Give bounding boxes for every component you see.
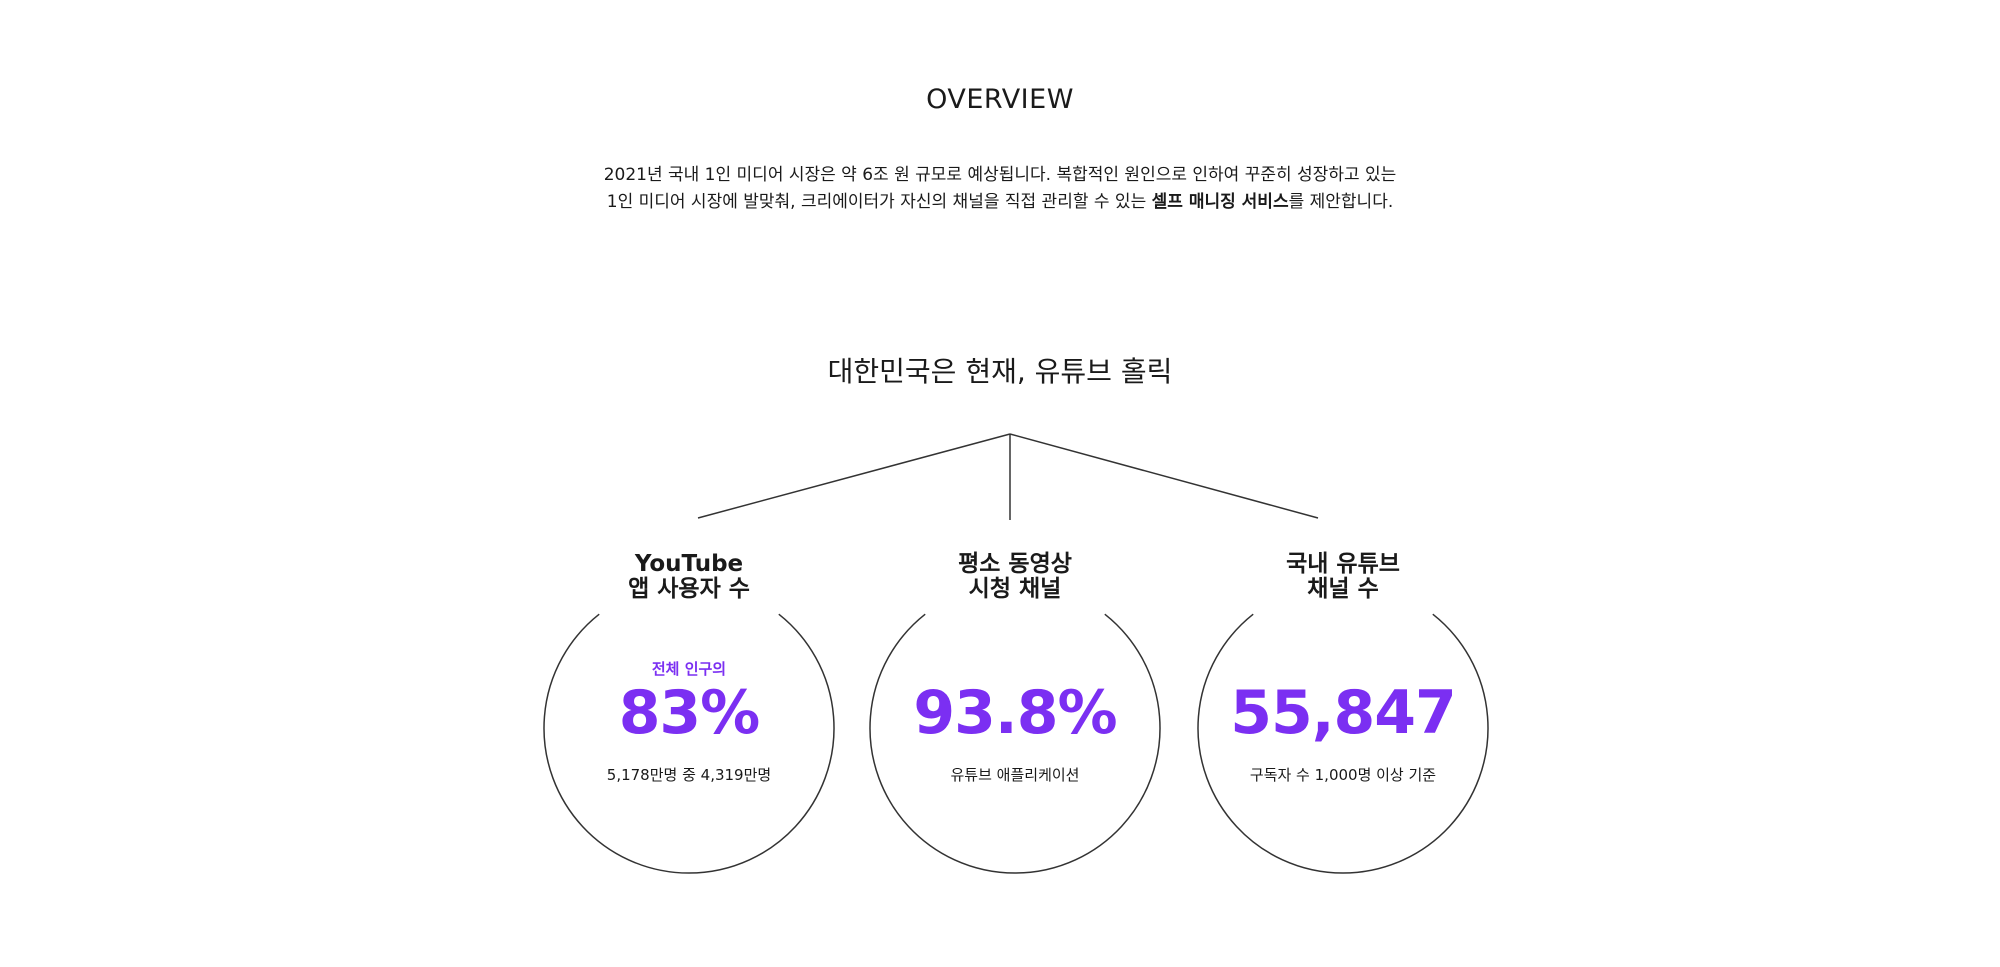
stat-ring [869,613,1161,874]
stat-label-line-1: 국내 유튜브 [1286,551,1400,577]
stat-label-line-2: 채널 수 [1307,576,1379,602]
stat-video-channel: 평소 동영상 시청 채널 93.8% 유튜브 애플리케이션 [865,520,1165,880]
stat-label: YouTube 앱 사용자 수 [539,552,839,602]
stat-label-line-1: 평소 동영상 [958,551,1072,577]
stat-caption: 유튜브 애플리케이션 [950,766,1080,784]
connector-right [1009,433,1319,519]
stat-youtube-users: YouTube 앱 사용자 수 전체 인구의 83% 5,178만명 중 4,3… [539,520,839,880]
overview-title: OVERVIEW [926,84,1074,115]
intro-line-2-end: 를 제안합니다. [1288,192,1394,212]
stat-value: 93.8% [913,678,1117,748]
stat-caption: 구독자 수 1,000명 이상 기준 [1249,766,1437,784]
connector-left [697,433,1011,519]
stat-ring [543,613,835,874]
stat-value: 55,847 [1230,678,1457,748]
stat-label: 평소 동영상 시청 채널 [865,552,1165,602]
intro-highlight: 셀프 매니징 서비스 [1151,192,1289,212]
headline: 대한민국은 현재, 유튜브 홀릭 [827,355,1173,388]
stat-label-line-2: 앱 사용자 수 [628,576,750,602]
overview-intro: 2021년 국내 1인 미디어 시장은 약 6조 원 규모로 예상됩니다. 복합… [400,162,1600,216]
stat-channel-count: 국내 유튜브 채널 수 55,847 구독자 수 1,000명 이상 기준 [1193,520,1493,880]
stat-ring [1197,613,1489,874]
intro-line-2: 1인 미디어 시장에 발맞춰, 크리에이터가 자신의 채널을 직접 관리할 수 … [400,189,1600,216]
intro-line-1: 2021년 국내 1인 미디어 시장은 약 6조 원 규모로 예상됩니다. 복합… [603,165,1397,185]
intro-line-2-start: 1인 미디어 시장에 발맞춰, 크리에이터가 자신의 채널을 직접 관리할 수 … [606,192,1152,212]
stat-label-line-1: YouTube [634,551,744,577]
stat-label-line-2: 시청 채널 [968,576,1062,602]
stat-label: 국내 유튜브 채널 수 [1193,552,1493,602]
stat-value: 83% [618,678,761,748]
stat-kicker: 전체 인구의 [651,660,727,678]
stat-caption: 5,178만명 중 4,319만명 [606,766,772,784]
